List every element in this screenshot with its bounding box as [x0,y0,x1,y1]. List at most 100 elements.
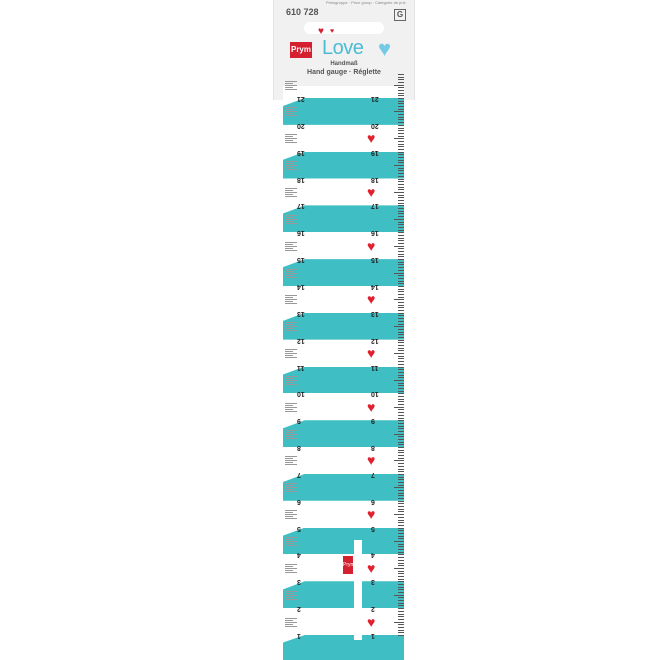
scale-tick [398,546,404,548]
scale-tick [398,635,404,636]
scale-tick [398,586,404,588]
scale-tick [394,621,404,623]
left-tick [285,274,293,276]
left-tick [285,353,297,355]
left-tick [285,276,297,278]
heart-icon: ♥ [318,26,324,37]
left-tick [285,268,297,270]
scale-tick [398,186,404,188]
love-logo: Love [322,37,364,59]
scale-tick [398,506,404,508]
left-tick [285,462,293,464]
left-tick [285,189,293,191]
left-tick [285,567,297,569]
scale-tick [398,76,404,78]
scale-tick [398,404,404,406]
scale-tick [394,594,404,596]
left-tick [285,431,293,433]
left-tick [285,322,297,324]
scale-tick [398,210,404,212]
scale-tick [394,460,404,462]
heart-icon: ♥ [367,506,376,523]
left-tick [285,136,293,138]
left-tick [285,187,297,189]
left-tick [285,357,297,359]
scale-number-right: 9 [371,417,375,425]
scale-tick [398,127,404,129]
left-tick [285,485,293,487]
scale-tick [394,487,404,489]
scale-tick [398,465,404,467]
left-tick [285,355,293,357]
scale-tick [398,535,404,537]
scale-tick [398,170,404,172]
left-tick [285,383,297,385]
scale-tick [398,447,404,449]
scale-tick [394,379,404,381]
scale-number-right: 19 [371,148,379,156]
scale-number-left: 3 [297,578,301,586]
scale-tick [398,597,404,599]
heart-icon: ♥ [367,237,376,254]
scale-number-right: 7 [371,470,375,478]
scale-number-right: 16 [371,229,379,237]
left-tick [285,619,293,621]
heart-icon: ♥ [367,291,376,308]
scale-tick [398,205,404,207]
left-tick [285,565,293,567]
teal-band [283,312,404,340]
scale-tick [394,191,404,193]
scale-tick [398,189,404,191]
scale-number-left: 10 [297,390,305,398]
left-tick [285,88,297,90]
left-tick [285,84,297,86]
left-tick [285,107,297,109]
scale-number-right: 17 [371,202,379,210]
left-tick [285,623,293,625]
scale-tick [398,224,404,226]
scale-number-left: 13 [297,309,305,317]
left-tick [285,140,293,142]
scale-tick [398,452,404,454]
scale-number-left: 9 [297,417,301,425]
scale-number-left: 1 [297,632,301,639]
scale-tick [398,342,404,344]
product-title-de: Handmaß [330,61,358,67]
left-tick [285,617,297,619]
scale-tick [398,132,404,134]
scale-tick [394,514,404,516]
left-tick [285,220,293,222]
scale-tick [398,253,404,255]
left-tick [285,113,293,115]
left-tick [285,594,297,596]
scale-tick [398,261,404,263]
scale-tick [398,240,404,242]
scale-tick [398,304,404,306]
scale-tick [398,350,404,352]
scale-tick [398,425,404,427]
scale-tick [398,573,404,575]
left-tick [285,625,297,627]
left-tick [285,216,293,218]
scale-tick [398,374,404,376]
teal-band [283,527,404,555]
scale-tick [398,562,404,564]
gauge-slider[interactable] [354,540,362,640]
left-tick [285,433,297,435]
scale-number-left: 15 [297,256,305,264]
scale-tick [398,538,404,540]
scale-tick [398,283,404,285]
scale-tick [398,578,404,580]
teal-band [283,366,404,394]
scale-tick [398,173,404,175]
left-tick [285,543,293,545]
scale-tick [398,143,404,145]
scale-number-right: 4 [371,551,375,559]
scale-tick [398,159,404,161]
scale-number-right: 13 [371,309,379,317]
scale-tick [398,331,404,333]
teal-band [283,205,404,233]
scale-tick [398,154,404,156]
left-tick [285,375,297,377]
scale-tick [398,554,404,556]
